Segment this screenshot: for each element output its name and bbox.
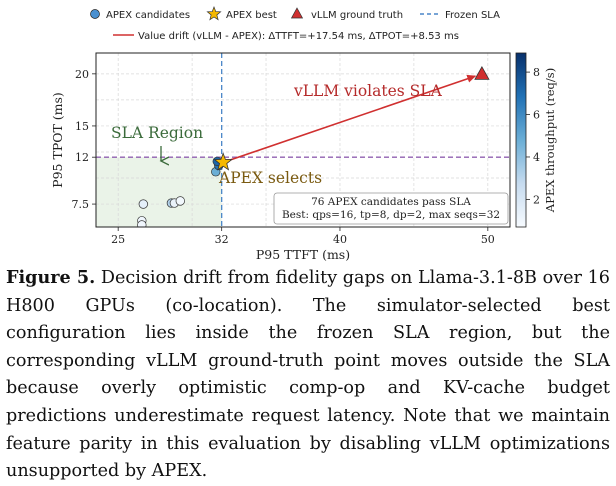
plot-frame xyxy=(95,52,511,228)
summary-line-2: Best: qps=16, tp=8, dp=2, max seqs=32 xyxy=(282,209,500,221)
sla-region-label: SLA Region xyxy=(111,124,203,142)
caption-label: Figure 5. xyxy=(6,267,96,288)
x-axis-ticks: 25 32 40 50 xyxy=(111,227,495,246)
y-axis-ticks: 7.5 12 15 20 xyxy=(72,68,96,211)
x-tick-label: 50 xyxy=(481,233,495,246)
y-axis-title: P95 TPOT (ms) xyxy=(50,92,65,188)
legend-frozen-sla: Frozen SLA xyxy=(420,10,500,21)
legend-label: Value drift (vLLM - APEX): ΔTTFT=+17.54 … xyxy=(138,31,459,42)
apex-candidate-point xyxy=(175,196,185,206)
vllm-violates-label: vLLM violates SLA xyxy=(293,82,443,100)
summary-line-1: 76 APEX candidates pass SLA xyxy=(311,196,471,208)
legend-value-drift: Value drift (vLLM - APEX): ΔTTFT=+17.54 … xyxy=(113,31,459,42)
figure-caption: Figure 5. Decision drift from fidelity g… xyxy=(6,264,610,486)
x-tick-label: 40 xyxy=(333,233,347,246)
scatter-chart: APEX candidates APEX best vLLM ground tr… xyxy=(50,6,557,262)
y-tick-label: 20 xyxy=(75,68,89,81)
legend: APEX candidates APEX best vLLM ground tr… xyxy=(90,6,500,42)
apex-candidate-point xyxy=(138,199,148,209)
legend-apex-candidates: APEX candidates xyxy=(90,9,190,21)
colorbar-title: APEX throughput (req/s) xyxy=(543,68,557,213)
x-axis-title: P95 TTFT (ms) xyxy=(256,247,350,262)
legend-label: APEX best xyxy=(226,10,277,21)
colorbar-tick-label: 8 xyxy=(533,66,540,79)
colorbar-tick-label: 6 xyxy=(533,109,540,122)
y-tick-label: 15 xyxy=(75,120,89,133)
x-tick-label: 25 xyxy=(111,233,125,246)
sla-region-fill xyxy=(96,157,222,227)
colorbar: 2 4 6 8 APEX throughput (req/s) xyxy=(515,52,557,228)
y-tick-label: 12 xyxy=(75,151,89,164)
gridlines xyxy=(96,53,510,227)
apex-selects-label: APEX selects xyxy=(218,169,322,187)
x-tick-label: 32 xyxy=(215,233,229,246)
caption-text: Decision drift from fidelity gaps on Lla… xyxy=(6,268,610,482)
y-tick-label: 7.5 xyxy=(72,198,90,211)
legend-vllm-ground-truth: vLLM ground truth xyxy=(290,7,403,21)
vllm-ground-truth-marker xyxy=(474,66,490,80)
legend-apex-best: APEX best xyxy=(206,6,277,21)
colorbar-tick-label: 2 xyxy=(533,193,540,206)
apex-candidate-point xyxy=(137,220,147,227)
legend-label: Frozen SLA xyxy=(445,10,500,21)
legend-label: APEX candidates xyxy=(106,10,190,21)
legend-label: vLLM ground truth xyxy=(311,10,403,21)
colorbar-tick-label: 4 xyxy=(533,151,540,164)
summary-box: 76 APEX candidates pass SLA Best: qps=16… xyxy=(273,192,509,225)
drift-arrow xyxy=(222,74,477,164)
apex-best-marker xyxy=(213,152,233,171)
figure: APEX candidates APEX best vLLM ground tr… xyxy=(50,6,557,262)
